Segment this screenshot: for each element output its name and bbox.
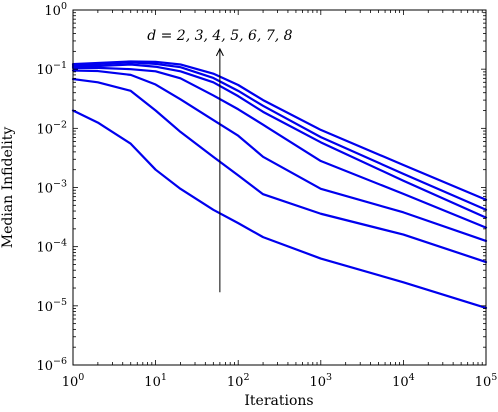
y-tick-label: 10−3	[36, 179, 67, 197]
y-tick-label: 10−1	[36, 60, 67, 78]
y-tick-label: 10−2	[36, 119, 67, 137]
y-axis-label: Median Infidelity	[0, 127, 16, 249]
annotation: d = 2, 3, 4, 5, 6, 7, 8	[147, 28, 293, 293]
series-line-7	[71, 60, 488, 201]
x-tick-label: 102	[227, 372, 250, 390]
y-tick-label: 10−5	[36, 297, 67, 315]
tick-labels-layer: 100 101 102 103 104 105 100 10−1 10−2 10−3 10−4 10−…	[36, 1, 497, 390]
x-tick-label: 101	[144, 372, 167, 390]
annotation-arrowhead	[215, 47, 224, 57]
x-tick-label: 100	[62, 372, 85, 390]
series-line-1	[71, 109, 488, 310]
y-tick-label: 10−6	[36, 356, 67, 374]
x-tick-label: 103	[310, 372, 333, 390]
ticks-layer	[72, 9, 487, 366]
y-tick-label: 100	[44, 1, 67, 19]
x-tick-label: 104	[392, 372, 415, 390]
x-tick-label: 105	[475, 372, 498, 390]
series-line-5	[71, 63, 488, 219]
x-axis-label: Iterations	[244, 393, 313, 409]
series-line-2	[71, 77, 488, 264]
annotation-text: d = 2, 3, 4, 5, 6, 7, 8	[147, 28, 292, 44]
series-line-4	[71, 66, 488, 229]
series-layer	[71, 60, 488, 310]
series-line-3	[71, 69, 488, 243]
y-tick-label: 10−4	[36, 238, 67, 256]
